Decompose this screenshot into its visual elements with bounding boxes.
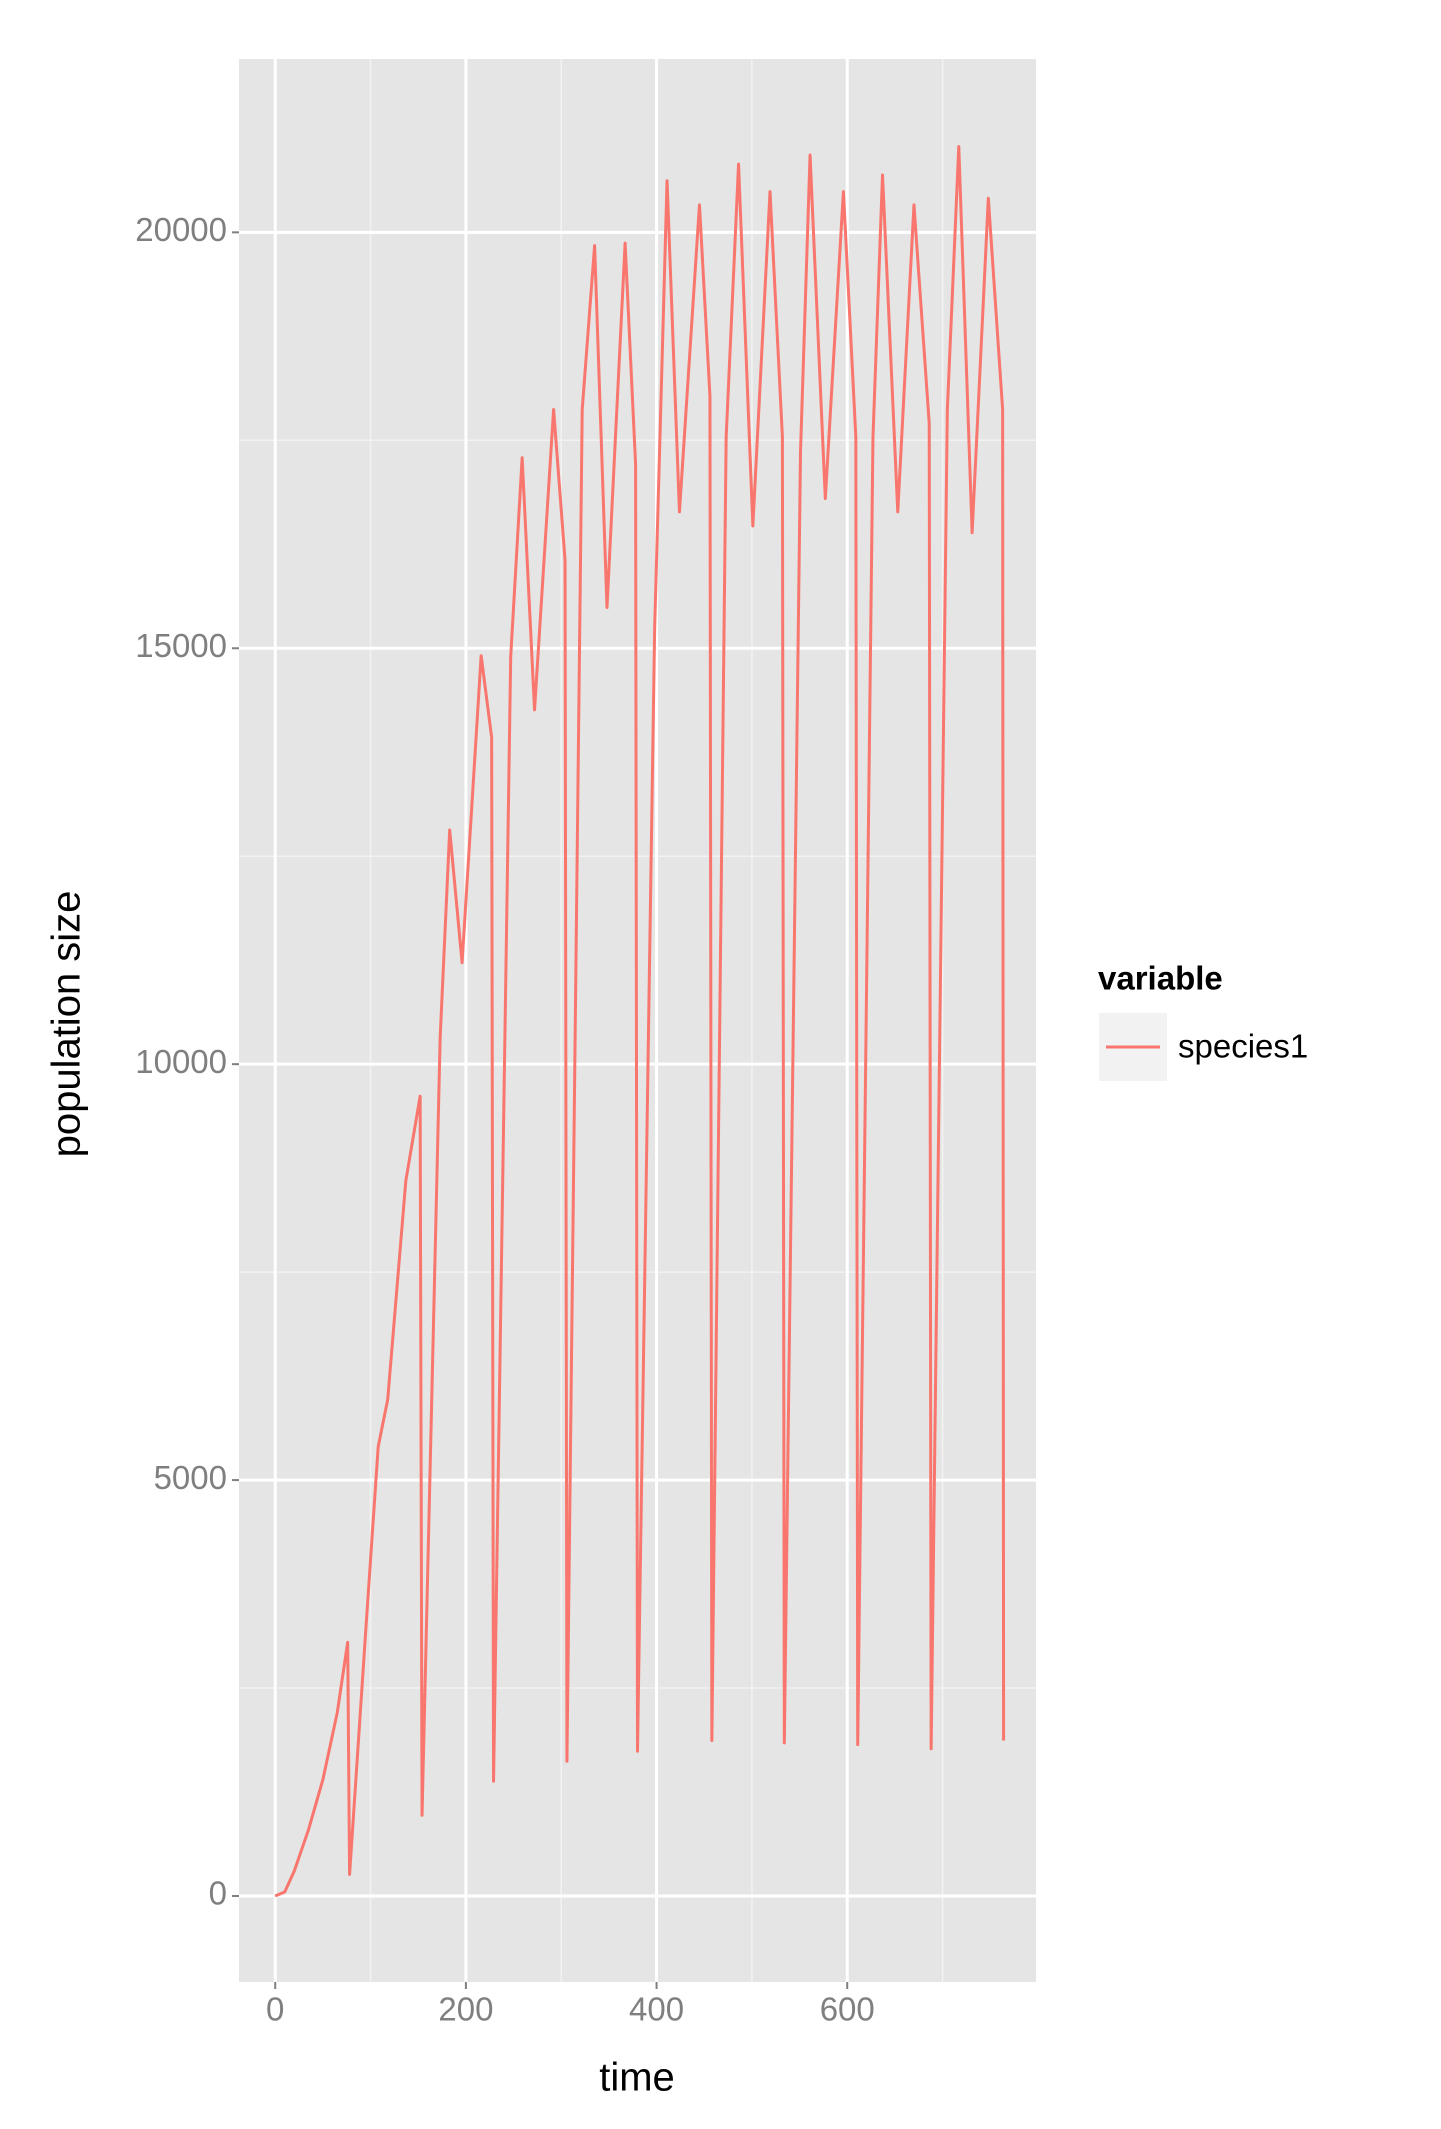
- x-tick-label: 400: [629, 1991, 684, 2028]
- y-axis-title: population size: [45, 891, 89, 1158]
- y-tick-label: 0: [209, 1875, 227, 1912]
- y-tick-label: 15000: [135, 627, 227, 664]
- x-tick-label: 200: [438, 1991, 493, 2028]
- x-axis-title: time: [599, 2056, 675, 2100]
- line: [274, 145, 1006, 1898]
- y-tick-label: 5000: [154, 1459, 227, 1496]
- legend-title: variable: [1098, 960, 1223, 997]
- legend-label: species1: [1178, 1028, 1308, 1065]
- x-tick-label: 0: [266, 1991, 284, 2028]
- y-tick-label: 20000: [135, 211, 227, 248]
- y-tick-label: 10000: [135, 1043, 227, 1080]
- x-tick-label: 600: [820, 1991, 875, 2028]
